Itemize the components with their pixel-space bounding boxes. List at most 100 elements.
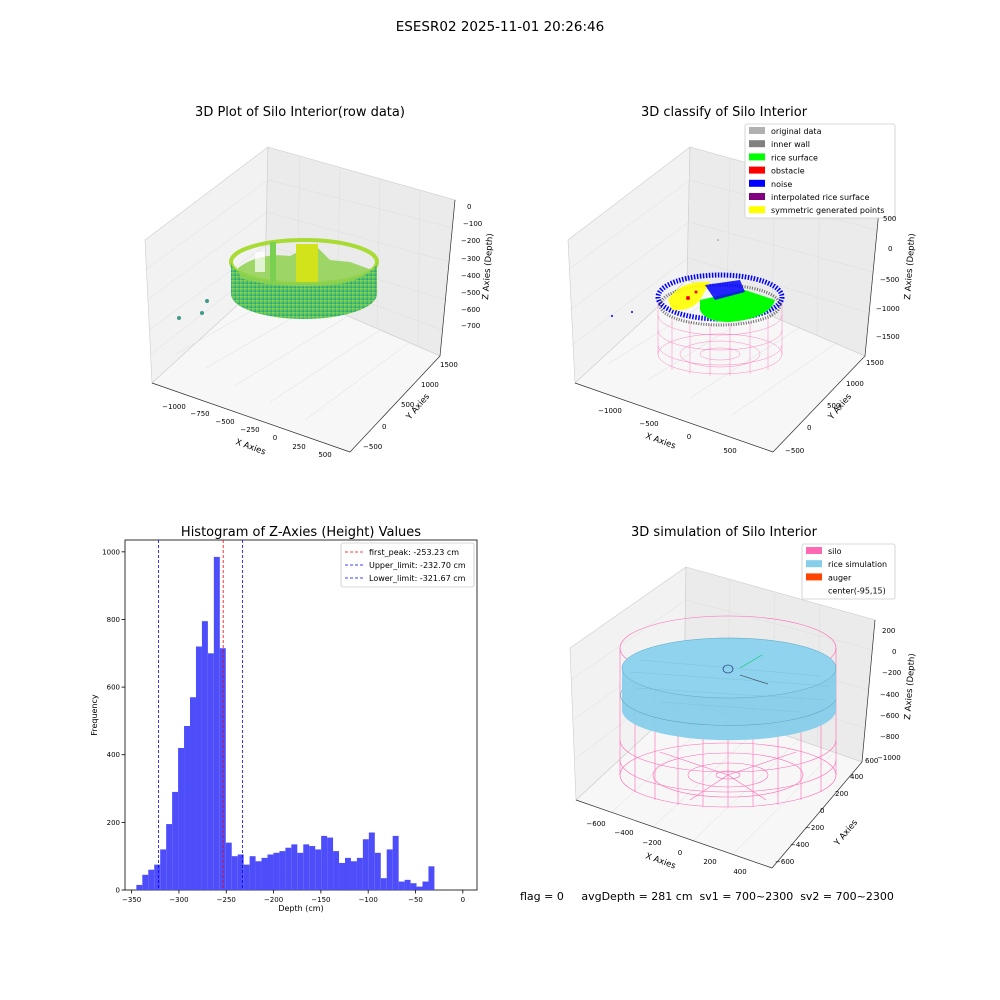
svg-text:−200: −200 bbox=[805, 824, 824, 832]
histogram-bar bbox=[184, 725, 191, 890]
x-tick-label: −200 bbox=[264, 896, 283, 904]
histogram-bar bbox=[172, 791, 179, 890]
y-tick-label: 400 bbox=[107, 751, 120, 759]
histogram-bar bbox=[178, 747, 185, 890]
svg-text:−1000: −1000 bbox=[162, 403, 186, 411]
svg-text:1500: 1500 bbox=[440, 361, 458, 369]
svg-text:400: 400 bbox=[850, 773, 863, 781]
histogram-bar bbox=[195, 646, 202, 890]
svg-text:−1000: −1000 bbox=[598, 407, 622, 415]
histogram-bar bbox=[207, 653, 214, 890]
svg-text:−400: −400 bbox=[461, 272, 480, 280]
simulation-z-ticks: 200 0 −200 −400 −600 −800 −1000 bbox=[877, 627, 901, 762]
simulation-legend: silo rice simulation auger center(-95,15) bbox=[801, 543, 896, 600]
legend-swatch bbox=[749, 153, 765, 161]
legend-entry-label: symmetric generated points bbox=[771, 206, 884, 215]
histogram-bar bbox=[380, 878, 387, 890]
svg-text:200: 200 bbox=[882, 627, 895, 635]
histogram-bar bbox=[255, 861, 262, 890]
legend-swatch bbox=[749, 206, 765, 214]
raw-x-ticks: −1000 −750 −500 −250 0 250 500 bbox=[162, 403, 332, 459]
svg-text:−700: −700 bbox=[461, 322, 480, 330]
histogram-bar bbox=[148, 869, 155, 890]
histogram-bar bbox=[142, 874, 149, 890]
svg-text:500: 500 bbox=[401, 401, 414, 409]
histogram-bar bbox=[339, 862, 345, 890]
svg-text:−500: −500 bbox=[785, 447, 804, 455]
legend-swatch bbox=[749, 193, 765, 200]
histogram-legend: first_peak: -253.23 cm Upper_limit: -232.… bbox=[340, 542, 475, 588]
classify-z-label: Z Axies (Depth) bbox=[903, 233, 918, 300]
histogram-bar bbox=[249, 856, 256, 890]
svg-text:−250: −250 bbox=[240, 426, 259, 434]
svg-text:200: 200 bbox=[703, 858, 716, 866]
histogram-bar bbox=[237, 854, 244, 890]
x-tick-label: −350 bbox=[122, 896, 141, 904]
histogram-bar bbox=[201, 621, 208, 890]
svg-text:600: 600 bbox=[865, 757, 878, 765]
svg-text:0: 0 bbox=[273, 434, 277, 442]
y-tick-label: 800 bbox=[107, 616, 120, 624]
histogram-bar bbox=[398, 881, 405, 890]
classify-x-label: X Axies bbox=[644, 431, 677, 451]
simulation-z-label: Z Axies (Depth) bbox=[903, 653, 918, 720]
svg-text:−400: −400 bbox=[614, 829, 633, 837]
svg-text:1000: 1000 bbox=[421, 381, 439, 389]
histogram-bar bbox=[213, 556, 220, 890]
histogram-bar bbox=[303, 844, 310, 890]
y-tick-label: 200 bbox=[107, 819, 120, 827]
raw-x-label: X Axies bbox=[234, 437, 267, 457]
svg-text:0: 0 bbox=[807, 424, 811, 432]
svg-text:200: 200 bbox=[835, 790, 848, 798]
classify-point-cloud bbox=[611, 239, 785, 376]
svg-text:1500: 1500 bbox=[866, 359, 884, 367]
legend-entry-label: Upper_limit: -232.70 cm bbox=[369, 561, 466, 570]
histogram-bar bbox=[416, 886, 423, 890]
legend-entry-label: rice surface bbox=[771, 153, 818, 162]
histogram-bar bbox=[327, 837, 334, 890]
histogram-bar bbox=[267, 854, 274, 890]
histogram-bar bbox=[368, 832, 375, 890]
raw-y-ticks: −500 0 500 1000 1500 bbox=[363, 361, 458, 451]
simulation-x-ticks: −600 −400 −200 0 200 400 bbox=[586, 820, 746, 876]
classify-y-ticks: −500 0 500 1000 1500 bbox=[785, 359, 884, 455]
y-tick-label: 1000 bbox=[102, 548, 120, 556]
figure-title: ESESR02 2025-11-01 20:26:46 bbox=[396, 19, 604, 35]
histogram-bar bbox=[356, 857, 363, 890]
svg-text:−500: −500 bbox=[639, 420, 658, 428]
svg-text:−600: −600 bbox=[775, 858, 794, 866]
x-tick-label: −150 bbox=[311, 896, 330, 904]
legend-swatch bbox=[806, 560, 822, 568]
svg-text:−200: −200 bbox=[461, 237, 480, 245]
raw-panel-title: 3D Plot of Silo Interior(row data) bbox=[195, 105, 405, 120]
legend-entry-label: first_peak: -253.23 cm bbox=[369, 548, 459, 557]
histogram-bar bbox=[374, 852, 381, 890]
classify-3d-panel: 3D classify of Silo Interior bbox=[567, 105, 918, 455]
y-tick-label: 0 bbox=[116, 887, 120, 895]
legend-entry-label: rice simulation bbox=[828, 560, 887, 569]
histogram-bar bbox=[386, 849, 393, 890]
svg-text:250: 250 bbox=[292, 443, 305, 451]
simulation-x-label: X Axies bbox=[644, 851, 677, 871]
rice-simulation-surface bbox=[620, 637, 837, 741]
histogram-bar bbox=[136, 884, 143, 890]
histogram-bar bbox=[422, 881, 429, 890]
histogram-bar bbox=[392, 835, 399, 890]
classify-x-ticks: −1000 −500 0 500 bbox=[598, 407, 737, 455]
histogram-bar bbox=[154, 864, 161, 890]
status-text: flag = 0 avgDepth = 281 cm sv1 = 700~230… bbox=[520, 890, 894, 903]
svg-text:1000: 1000 bbox=[846, 380, 864, 388]
legend-swatch bbox=[749, 140, 765, 148]
auger-marker bbox=[722, 654, 769, 685]
classify-panel-title: 3D classify of Silo Interior bbox=[641, 105, 808, 120]
histogram-title: Histogram of Z-Axies (Height) Values bbox=[181, 525, 421, 540]
histogram-bar bbox=[225, 842, 232, 890]
legend-entry-label: original data bbox=[771, 127, 822, 136]
svg-text:0: 0 bbox=[678, 849, 682, 857]
histogram-bar bbox=[309, 846, 316, 890]
svg-text:−500: −500 bbox=[215, 418, 234, 426]
svg-text:−1000: −1000 bbox=[877, 754, 901, 762]
legend-swatch bbox=[749, 127, 765, 134]
svg-text:400: 400 bbox=[733, 868, 746, 876]
